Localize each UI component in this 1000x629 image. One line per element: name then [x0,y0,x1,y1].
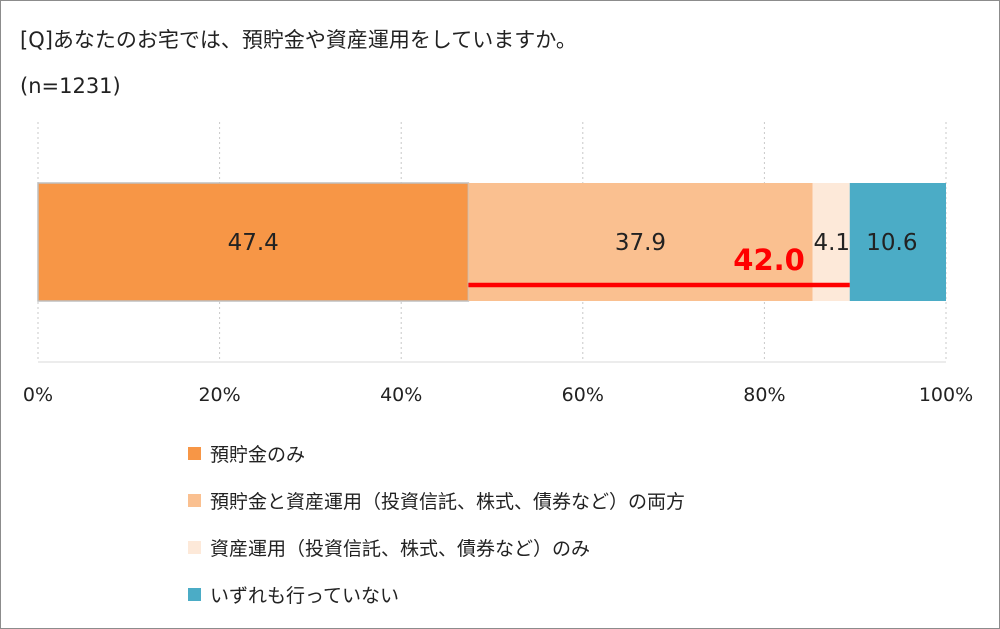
x-tick-label: 20% [198,384,240,406]
legend-swatch-none [188,587,201,601]
legend-label-investment-only: 資産運用（投資信託、株式、債券など）のみ [210,537,591,560]
bar-segment-both [468,183,813,301]
x-tick-label: 100% [919,384,973,406]
x-tick-label: 60% [562,384,604,406]
legend-item-none: いずれも行っていない [188,581,685,607]
x-tick-label: 0% [23,384,53,406]
annotation-label: 42.0 [733,243,805,277]
legend-item-both: 預貯金と資産運用（投資信託、株式、債券など）の両方 [188,487,685,513]
data-label: 10.6 [866,230,917,256]
data-label: 37.9 [615,230,666,256]
legend-label-none: いずれも行っていない [210,584,400,607]
sample-size-label: (n=1231) [20,74,121,98]
legend-swatch-investment-only [188,540,201,554]
x-tick-label: 80% [743,384,785,406]
bar-segment-investment-only [812,183,850,301]
bar-segment-deposit-only [37,182,470,302]
x-tick-label: 40% [380,384,422,406]
legend-swatch-deposit-only [188,446,201,460]
legend-item-deposit-only: 預貯金のみ [188,440,685,466]
data-label: 4.1 [813,230,850,256]
chart-title: [Q]あなたのお宅では、預貯金や資産運用をしていますか。 [20,28,577,52]
legend-swatch-both [188,493,201,507]
legend-label-both: 預貯金と資産運用（投資信託、株式、債券など）の両方 [210,490,686,513]
bar-segment-none [849,183,946,301]
chart-legend: 預貯金のみ 預貯金と資産運用（投資信託、株式、債券など）の両方 資産運用（投資信… [188,440,685,628]
legend-item-investment-only: 資産運用（投資信託、株式、債券など）のみ [188,534,685,560]
legend-label-deposit-only: 預貯金のみ [210,443,306,466]
stacked-bar-chart: 47.4 37.9 4.1 10.6 0% 20% 40% 60% 80% 100% 42.0 [23,122,973,406]
data-label: 47.4 [228,230,279,256]
